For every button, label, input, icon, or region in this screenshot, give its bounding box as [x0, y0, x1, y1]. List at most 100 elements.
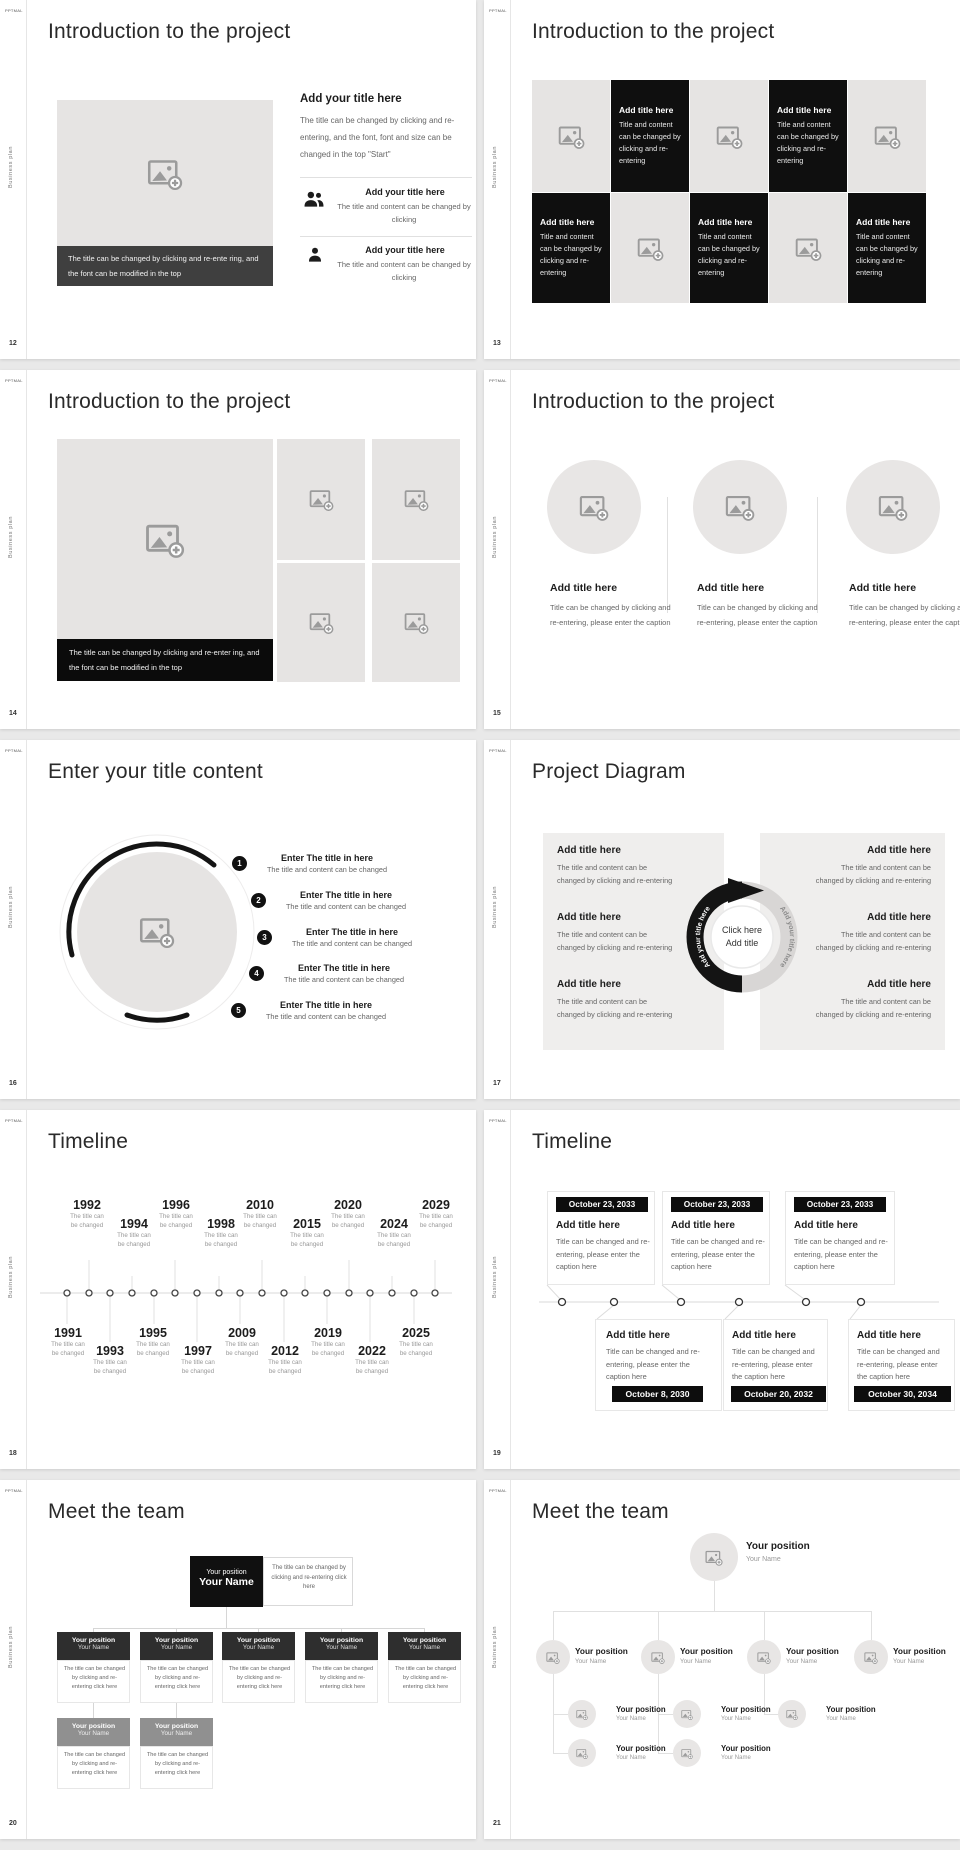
panel-item-body: The title and content can be changed by …: [815, 930, 931, 952]
org-box[interactable]: Your position Your Name: [57, 1632, 130, 1660]
timeline-card[interactable]: October 23, 2033 Add title here Title ca…: [785, 1191, 895, 1285]
image-placeholder[interactable]: [372, 563, 460, 682]
year-label: 2009: [228, 1326, 256, 1340]
slide-title: Introduction to the project: [48, 20, 291, 43]
timeline-card[interactable]: October 23, 2033 Add title here Title ca…: [662, 1191, 770, 1285]
year-note: The title can: [225, 1341, 259, 1348]
image-placeholder-circle[interactable]: [693, 460, 787, 554]
column-title: Add title here: [550, 582, 618, 594]
image-placeholder-circle[interactable]: [547, 460, 641, 554]
image-placeholder[interactable]: [57, 100, 273, 246]
text-tile[interactable]: Add title here Title and content can be …: [769, 80, 847, 192]
org-box[interactable]: Your position Your Name: [305, 1632, 378, 1660]
image-plus-icon: [874, 124, 901, 149]
panel-item-body: The title and content can be changed by …: [815, 863, 931, 885]
year-label: 1997: [184, 1344, 212, 1358]
org-root-box[interactable]: Your position Your Name: [190, 1556, 263, 1607]
image-plus-icon: [864, 1651, 878, 1664]
org-name: Your Name: [786, 1658, 818, 1665]
year-note: The title can: [51, 1341, 85, 1348]
avatar-placeholder[interactable]: [568, 1739, 596, 1767]
text-tile[interactable]: Add title here Title and content can be …: [848, 193, 926, 303]
avatar-placeholder[interactable]: [568, 1700, 596, 1728]
slide-title: Timeline: [48, 1130, 129, 1153]
slide-thumbnail-13[interactable]: PPTMAL Business plan 13 Introduction to …: [484, 0, 960, 359]
text-tile[interactable]: Add title here Title and content can be …: [532, 193, 610, 303]
avatar-placeholder[interactable]: [536, 1640, 570, 1674]
slide-thumbnail-18[interactable]: PPTMAL Business plan 18 Timeline 1992 The…: [0, 1110, 476, 1469]
image-placeholder[interactable]: [277, 439, 365, 560]
image-plus-icon: [725, 493, 755, 521]
timeline-year-group: 1998 The title can be changed: [204, 1217, 238, 1249]
timeline-card[interactable]: October 23, 2033 Add title here Title ca…: [547, 1191, 655, 1285]
page-number: 17: [493, 1080, 501, 1087]
slide-thumbnail-16[interactable]: PPTMAL Business plan 16 Enter your title…: [0, 740, 476, 1099]
org-box[interactable]: Your position Your Name: [140, 1632, 213, 1660]
year-label: 2010: [246, 1198, 274, 1212]
card-title: Add title here: [606, 1330, 670, 1341]
card-body: Title can be changed and re-entering, pl…: [606, 1347, 700, 1381]
org-note-text: The title can be changed by clicking and…: [394, 1666, 457, 1690]
image-placeholder[interactable]: [611, 193, 689, 303]
avatar-placeholder[interactable]: [641, 1640, 675, 1674]
org-name: Your Name: [893, 1658, 925, 1665]
image-plus-icon: [579, 493, 609, 521]
diagram-center-line1: Click here: [721, 925, 762, 935]
org-box[interactable]: Your position Your Name: [388, 1632, 461, 1660]
image-plus-icon: [651, 1651, 665, 1664]
timeline-year-group: 2012 The title can be changed: [268, 1344, 302, 1376]
page-number: 12: [9, 340, 17, 347]
page-number: 19: [493, 1450, 501, 1457]
image-placeholder[interactable]: [57, 439, 273, 639]
timeline-card[interactable]: Add title here Title can be changed and …: [595, 1319, 722, 1411]
org-note-card: The title can be changed by clicking and…: [140, 1746, 213, 1789]
image-placeholder[interactable]: [532, 80, 610, 192]
org-box-gray[interactable]: Your position Your Name: [140, 1718, 213, 1746]
timeline-year-group: 1997 The title can be changed: [181, 1344, 215, 1376]
image-placeholder[interactable]: [277, 563, 365, 682]
org-position: Your position: [402, 1637, 447, 1644]
avatar-placeholder[interactable]: [854, 1640, 888, 1674]
org-box[interactable]: Your position Your Name: [222, 1632, 295, 1660]
avatar-placeholder[interactable]: [690, 1533, 738, 1581]
slide-thumbnail-20[interactable]: PPTMAL Business plan 20 Meet the team Yo…: [0, 1480, 476, 1839]
panel-item-title: Add title here: [867, 979, 931, 990]
image-placeholder[interactable]: [690, 80, 768, 192]
org-position: Your position: [616, 1705, 666, 1714]
page-number: 15: [493, 710, 501, 717]
slide-thumbnail-19[interactable]: PPTMAL Business plan 19 Timeline October…: [484, 1110, 960, 1469]
image-caption: The title can be changed by clicking and…: [57, 639, 273, 681]
timeline-year-group: 1993 The title can be changed: [93, 1344, 127, 1376]
year-note: The title can: [290, 1232, 324, 1239]
slide-thumbnail-14[interactable]: PPTMAL Business plan 14 Introduction to …: [0, 370, 476, 729]
image-placeholder-circle[interactable]: [846, 460, 940, 554]
image-placeholder[interactable]: [848, 80, 926, 192]
step-body: The title and content can be changed: [265, 1012, 387, 1021]
sidebar-vertical-label: Business plan: [8, 146, 14, 189]
date-chip: October 20, 2032: [731, 1386, 826, 1402]
text-tile[interactable]: Add title here Title and content can be …: [690, 193, 768, 303]
image-placeholder[interactable]: [372, 439, 460, 560]
year-note: The title can: [243, 1213, 277, 1220]
slide-thumbnail-15[interactable]: PPTMAL Business plan 15 Introduction to …: [484, 370, 960, 729]
year-note: be changed: [181, 1368, 215, 1375]
org-position: Your position: [71, 1637, 116, 1644]
avatar-placeholder[interactable]: [747, 1640, 781, 1674]
avatar-placeholder[interactable]: [673, 1700, 701, 1728]
year-note: The title can: [399, 1341, 433, 1348]
timeline-card[interactable]: Add title here Title can be changed and …: [723, 1319, 828, 1411]
image-placeholder[interactable]: [769, 193, 847, 303]
text-tile[interactable]: Add title here Title and content can be …: [611, 80, 689, 192]
date-chip: October 23, 2033: [794, 1197, 886, 1212]
avatar-placeholder[interactable]: [778, 1700, 806, 1728]
tile-body: Title and content can be changed by clic…: [619, 119, 681, 166]
step-number-badge: 1: [232, 856, 247, 871]
tile-body: Title and content can be changed by clic…: [698, 231, 760, 278]
org-box-gray[interactable]: Your position Your Name: [57, 1718, 130, 1746]
avatar-placeholder[interactable]: [673, 1739, 701, 1767]
slide-thumbnail-21[interactable]: PPTMAL Business plan 21 Meet the team Yo…: [484, 1480, 960, 1839]
slide-thumbnail-17[interactable]: PPTMAL Business plan 17 Project Diagram …: [484, 740, 960, 1099]
timeline-card[interactable]: Add title here Title can be changed and …: [848, 1319, 955, 1411]
slide-thumbnail-12[interactable]: PPTMAL Business plan 12 Introduction to …: [0, 0, 476, 359]
image-plus-icon: [404, 611, 429, 634]
